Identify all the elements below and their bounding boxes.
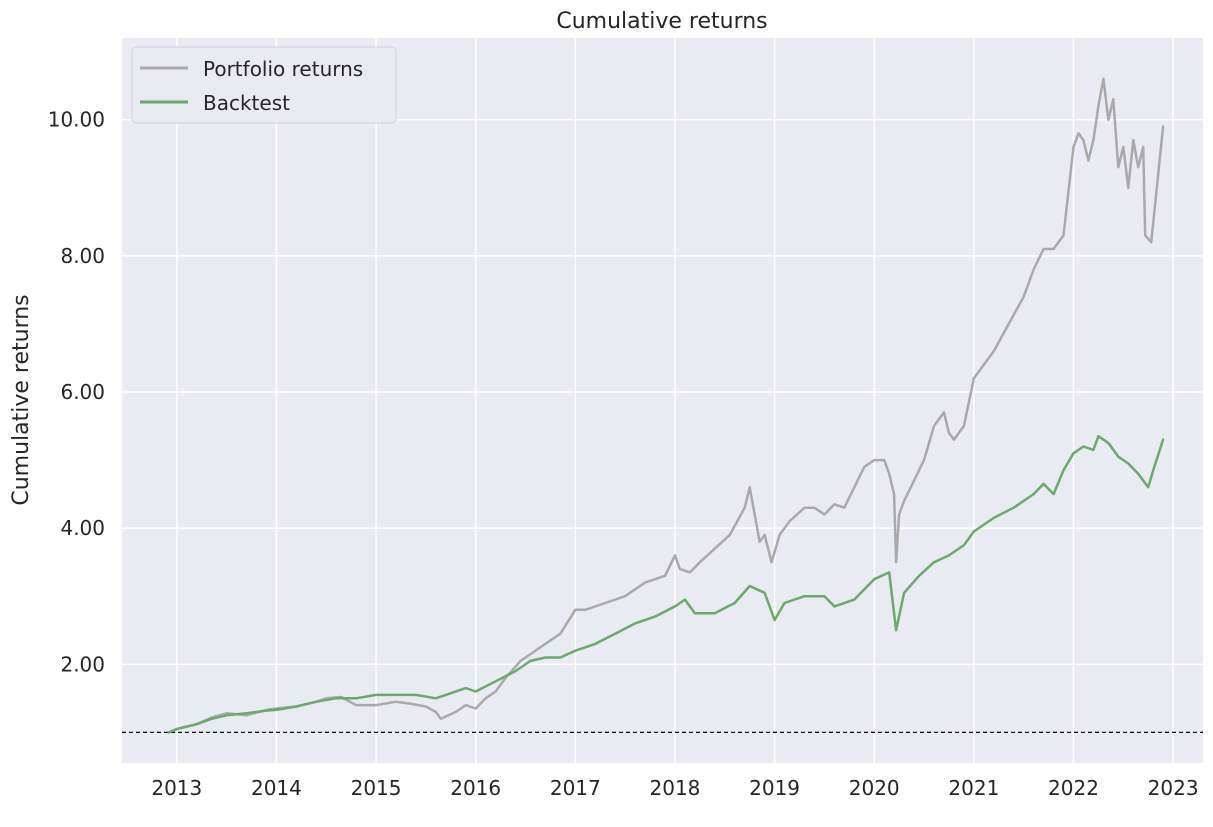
- y-axis-title: Cumulative returns: [9, 294, 34, 505]
- plot-background: [122, 38, 1203, 763]
- x-tick-label: 2015: [351, 776, 402, 800]
- x-tick-label: 2018: [650, 776, 701, 800]
- x-tick-label: 2013: [151, 776, 202, 800]
- x-tick-label: 2020: [849, 776, 900, 800]
- y-tick-label: 6.00: [60, 380, 105, 404]
- series-line-backtest: [167, 434, 1165, 734]
- x-tick-label: 2016: [450, 776, 501, 800]
- legend: Portfolio returns Backtest: [131, 46, 397, 124]
- x-tick-label: 2017: [550, 776, 601, 800]
- grid-lines: [122, 38, 1203, 763]
- x-tick-label: 2021: [948, 776, 999, 800]
- series-layer: [167, 77, 1165, 734]
- x-tick-labels: 2013 2014 2015 2016 2017 2018 2019 2020 2021 2022…: [151, 776, 1198, 800]
- x-tick-label: 2023: [1148, 776, 1199, 800]
- series-line-portfolio-returns: [167, 77, 1165, 734]
- y-tick-label: 4.00: [60, 516, 105, 540]
- y-tick-label: 2.00: [60, 652, 105, 676]
- chart-title: Cumulative returns: [556, 9, 767, 34]
- x-tick-label: 2014: [251, 776, 302, 800]
- y-tick-label: 10.00: [48, 108, 105, 132]
- legend-label-backtest: Backtest: [203, 91, 290, 115]
- x-tick-label: 2019: [749, 776, 800, 800]
- legend-label-portfolio-returns: Portfolio returns: [203, 57, 363, 81]
- x-tick-label: 2022: [1048, 776, 1099, 800]
- y-tick-labels: 2.00 4.00 6.00 8.00 10.00: [48, 108, 105, 677]
- legend-box: [131, 46, 397, 124]
- y-tick-label: 8.00: [60, 244, 105, 268]
